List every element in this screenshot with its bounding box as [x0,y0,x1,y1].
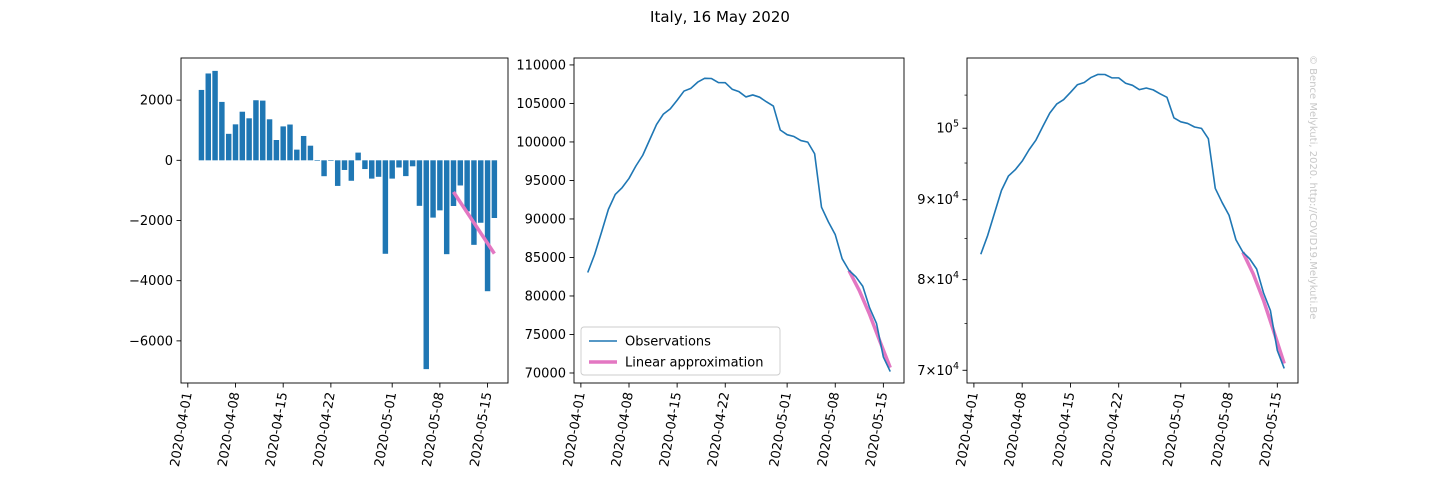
linear-approximation-line [1241,251,1286,365]
bar-2020-04-08 [232,124,239,161]
bar-2020-05-16 [491,160,498,218]
y-tick-label: 2000 [140,94,173,109]
bar-2020-05-05 [416,160,423,206]
bar-2020-04-04 [205,73,211,161]
bar-2020-05-13 [471,160,477,245]
bar-2020-04-06 [219,101,225,161]
bar-2020-04-03 [198,89,205,161]
copyright-watermark: © Bence Melykuti, 2020. http://COVID19.M… [1307,55,1318,319]
bar-2020-04-27 [362,160,368,170]
y-tick-label: 75000 [525,328,566,343]
y-tick-label: −2000 [129,214,173,229]
bar-2020-05-06 [423,160,429,370]
bar-2020-04-21 [321,160,327,177]
legend-box [580,326,781,376]
bar-2020-05-09 [443,160,450,255]
axes-frame [573,57,905,384]
bar-2020-04-16 [287,124,293,161]
bar-2020-05-07 [430,160,436,218]
y-tick-label: 70000 [525,366,566,381]
linear-approximation-line [847,269,892,369]
bar-2020-04-25 [348,160,355,181]
y-tick-label: 100000 [516,135,566,150]
bar-2020-04-23 [334,160,341,186]
bar-2020-04-07 [225,133,232,161]
figure-title: Italy, 16 May 2020 [650,8,790,26]
y-tick-label: 105 [936,119,959,137]
bar-2020-04-24 [341,160,348,170]
y-tick-label: 95000 [525,174,566,189]
y-tick-label: 8×104 [917,270,959,288]
bar-2020-05-11 [457,160,464,186]
bar-2020-04-26 [355,152,361,161]
bar-2020-04-19 [307,145,314,161]
bar-2020-04-13 [266,119,273,161]
y-tick-label: 80000 [525,289,566,304]
bar-2020-04-14 [273,140,280,161]
bar-2020-05-04 [409,160,416,167]
bar-2020-04-10 [246,118,252,161]
y-tick-label: 9×104 [917,190,959,208]
y-tick-label: −4000 [129,274,173,289]
bar-2020-05-08 [437,160,443,211]
bar-2020-05-15 [484,160,491,292]
bar-2020-05-03 [403,160,409,177]
bar-2020-05-12 [464,160,470,212]
y-tick-label: 7×104 [917,361,959,379]
legend-observations-label: Observations [625,335,711,350]
bar-2020-04-09 [239,111,246,161]
y-tick-label: 90000 [525,212,566,227]
line-chart-panel: 2020-04-01 2020-04-08 2020-04-15 2020-04-22… [516,57,905,468]
bar-2020-04-22 [328,160,334,161]
bar-2020-05-01 [389,160,395,179]
y-tick-label: 110000 [516,58,566,73]
bar-2020-04-11 [253,100,259,161]
y-tick-label: 0 [165,154,173,169]
axes-frame [966,57,1299,384]
bar-2020-04-17 [294,149,300,161]
bar-2020-04-30 [382,160,389,254]
y-tick-label: 105000 [516,97,566,112]
bar-2020-04-05 [212,70,218,161]
bar-2020-04-15 [280,126,286,161]
bar-2020-05-02 [396,160,402,168]
bar-2020-04-18 [300,135,307,161]
linear-approximation-line [452,190,496,255]
observations-line [980,73,1285,369]
bar-2020-04-29 [375,160,382,177]
bar-2020-04-20 [314,160,320,161]
bar-2020-05-10 [450,160,457,206]
observations-line [587,77,891,372]
bar-2020-05-14 [478,160,484,223]
bar-2020-04-28 [369,160,375,179]
bar-chart-panel: 2020-04-01 2020-04-08 2020-04-15 2020-04-22… [129,57,509,468]
y-tick-label: −6000 [129,334,173,349]
legend-linear-label: Linear approximation [625,356,763,371]
bar-2020-04-12 [260,100,266,161]
y-tick-label: 85000 [525,251,566,266]
